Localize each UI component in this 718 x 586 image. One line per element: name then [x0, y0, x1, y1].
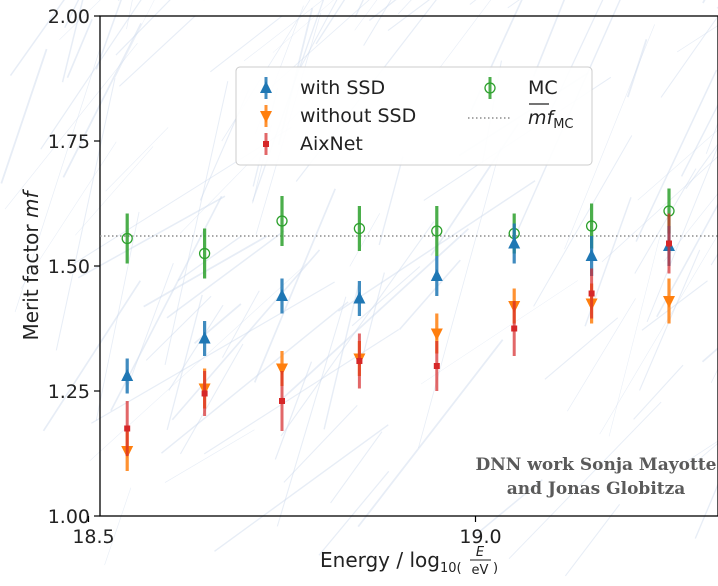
x-tick-label: 18.5	[72, 526, 114, 548]
legend-label-without-ssd: without SSD	[300, 105, 416, 127]
legend-marker-aixnet	[263, 141, 269, 147]
legend: with SSD without SSD AixNet MC mfMC	[236, 67, 592, 165]
x-axis-title-sub: 10	[440, 561, 457, 576]
legend-label-aixnet: AixNet	[300, 133, 363, 155]
aixnet-point	[434, 363, 440, 369]
aixnet-point	[589, 291, 595, 297]
x-axis-title-main: Energy / log	[320, 548, 440, 572]
legend-label-with-ssd: with SSD	[300, 77, 385, 99]
y-tick-label: 2.00	[48, 6, 90, 28]
aixnet-point	[511, 326, 517, 332]
legend-mf-sub: MC	[553, 117, 573, 132]
aixnet-point	[202, 391, 208, 397]
credit-note-line2: and Jonas Globitza	[507, 479, 686, 499]
x-axis-frac-den: eV	[472, 563, 489, 578]
y-tick-label: 1.75	[48, 131, 90, 153]
y-axis-title: Merit factor mf	[19, 189, 43, 341]
aixnet-point	[356, 358, 362, 364]
x-axis-frac-num: E	[476, 545, 485, 560]
y-tick-label: 1.00	[48, 506, 90, 528]
y-axis-title-prefix: Merit factor	[19, 218, 43, 341]
legend-label-mc: MC	[528, 77, 558, 99]
credit-note-line1: DNN work Sonja Mayotte	[476, 455, 717, 475]
x-axis-frac-close: )	[493, 561, 498, 576]
y-tick-label: 1.25	[48, 381, 90, 403]
aixnet-point	[279, 398, 285, 404]
y-tick-label: 1.50	[48, 256, 90, 278]
aixnet-point	[124, 426, 130, 432]
y-axis-title-symbol: mf	[19, 189, 43, 218]
aixnet-point	[666, 241, 672, 247]
